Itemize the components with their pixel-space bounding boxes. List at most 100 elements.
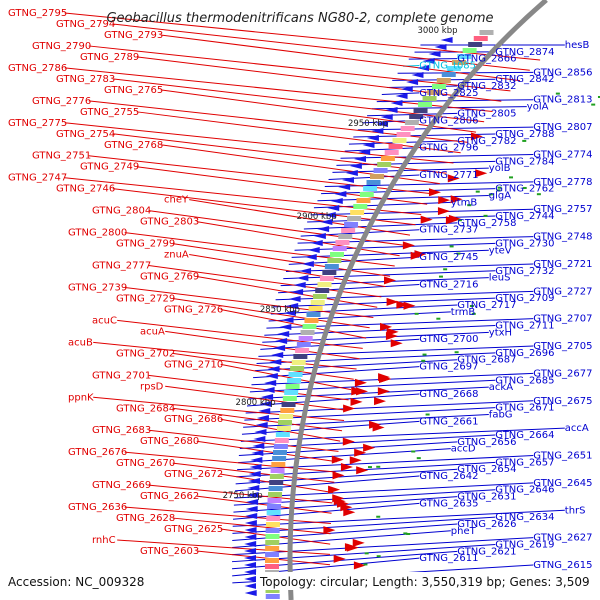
reverse-leader-line (234, 475, 420, 492)
reverse-gene-arrow (417, 65, 430, 71)
small-feature-mark (496, 189, 501, 192)
reverse-gene-label: GTNG_2700 (419, 334, 478, 345)
feature-block (265, 594, 280, 599)
reverse-gene-arrow (264, 380, 277, 386)
forward-gene-label: GTNG_2702 (116, 348, 175, 359)
feature-block (310, 300, 325, 305)
reverse-gene-label: GTNG_2635 (419, 498, 478, 509)
reverse-gene-label: trmB (451, 307, 476, 318)
reverse-leader-line (273, 297, 496, 308)
feature-block (388, 144, 403, 149)
small-feature-mark (363, 563, 368, 566)
forward-gene-label: GTNG_2701 (92, 370, 151, 381)
forward-gene-label: rnhC (92, 535, 116, 546)
feature-block (274, 438, 289, 443)
reverse-gene-label: GTNG_t085 (419, 61, 476, 72)
forward-gene-label: GTNG_2729 (116, 293, 175, 304)
forward-gene-arrow (354, 378, 367, 387)
feature-block (319, 276, 334, 281)
reverse-gene-label: GTNG_2744 (495, 211, 554, 222)
feature-block (457, 54, 472, 59)
reverse-gene-label: GTNG_2737 (419, 225, 478, 236)
forward-leader-line (196, 495, 332, 514)
small-feature-mark (467, 204, 472, 207)
reverse-gene-arrow (358, 149, 371, 155)
forward-gene-arrow (377, 387, 390, 396)
small-feature-mark (483, 214, 488, 217)
reverse-gene-label: GTNG_2675 (533, 396, 592, 407)
small-feature-mark (454, 351, 459, 354)
small-feature-mark (376, 515, 381, 518)
forward-gene-arrow (342, 437, 355, 446)
forward-leader-line (148, 374, 349, 401)
reverse-gene-arrow (327, 205, 340, 211)
forward-gene-label: GTNG_2684 (116, 403, 175, 414)
reverse-gene-arrow (422, 58, 435, 64)
forward-gene-label: GTNG_2669 (92, 480, 151, 491)
reverse-gene-label: GTNG_2697 (419, 362, 478, 373)
reverse-leader-line (294, 242, 496, 251)
small-feature-mark (488, 193, 493, 196)
feature-block (306, 312, 321, 317)
forward-gene-arrow (323, 526, 336, 535)
forward-gene-label: GTNG_2776 (32, 96, 91, 107)
reverse-gene-label: GTNG_2696 (495, 348, 554, 359)
small-feature-mark (367, 466, 372, 469)
reverse-gene-arrow (400, 86, 413, 92)
forward-leader-line (220, 363, 352, 391)
reverse-gene-label: GTNG_2705 (533, 341, 592, 352)
reverse-gene-arrow (271, 352, 284, 358)
topology-label: Topology: circular; Length: 3,550,319 bp… (259, 575, 590, 589)
forward-leader-line (172, 243, 391, 277)
feature-block (356, 198, 371, 203)
reverse-gene-arrow (286, 303, 299, 309)
reverse-gene-arrow (244, 583, 257, 589)
reverse-gene-arrow (317, 226, 330, 232)
feature-block (280, 408, 295, 413)
forward-gene-label: GTNG_2749 (80, 162, 139, 173)
forward-gene-arrow (353, 561, 366, 570)
reverse-gene-label: GTNG_2654 (457, 464, 516, 475)
reverse-gene-arrow (247, 478, 260, 484)
forward-gene-label: GTNG_2800 (68, 228, 127, 239)
forward-gene-label: GTNG_2710 (164, 359, 223, 370)
forward-leader-line (160, 34, 520, 82)
reverse-gene-label: GTNG_2813 (533, 95, 592, 106)
reverse-leader-line (303, 222, 458, 230)
forward-leader-line (88, 45, 511, 92)
reverse-leader-line (397, 71, 534, 74)
feature-block (285, 384, 300, 389)
forward-gene-label: GTNG_2754 (56, 129, 115, 140)
reverse-leader-line (234, 482, 534, 499)
kbp-marker-label: 3000 kbp (417, 26, 457, 36)
feature-block (265, 522, 280, 527)
forward-gene-label: ppnK (68, 392, 94, 403)
forward-gene-label: GTNG_2603 (140, 546, 199, 557)
reverse-leader-line (307, 215, 496, 223)
reverse-gene-arrow (255, 422, 268, 428)
reverse-gene-label: GTNG_2671 (495, 403, 554, 414)
forward-leader-line (64, 12, 541, 61)
reverse-gene-label: GTNG_2762 (495, 184, 554, 195)
kbp-marker-label: 2900 kbp (297, 212, 337, 222)
forward-gene-arrow (332, 494, 345, 503)
feature-block (338, 234, 353, 239)
feature-block (293, 354, 308, 359)
small-feature-mark (436, 317, 441, 320)
reverse-gene-arrow (256, 415, 269, 421)
reverse-gene-label: GTNG_2711 (495, 321, 554, 332)
feature-block (341, 228, 356, 233)
feature-block (308, 306, 323, 311)
feature-block (300, 330, 315, 335)
forward-gene-label: GTNG_2625 (164, 524, 223, 535)
forward-gene-label: acuC (92, 315, 117, 326)
reverse-gene-label: accD (451, 444, 476, 455)
feature-block (265, 552, 280, 557)
small-feature-mark (403, 532, 408, 535)
forward-gene-arrow (420, 215, 433, 224)
reverse-gene-arrow (244, 548, 257, 554)
reverse-gene-arrow (330, 198, 343, 204)
reverse-gene-arrow (252, 443, 265, 449)
small-feature-mark (364, 552, 369, 555)
genome-backbone (287, 0, 548, 600)
